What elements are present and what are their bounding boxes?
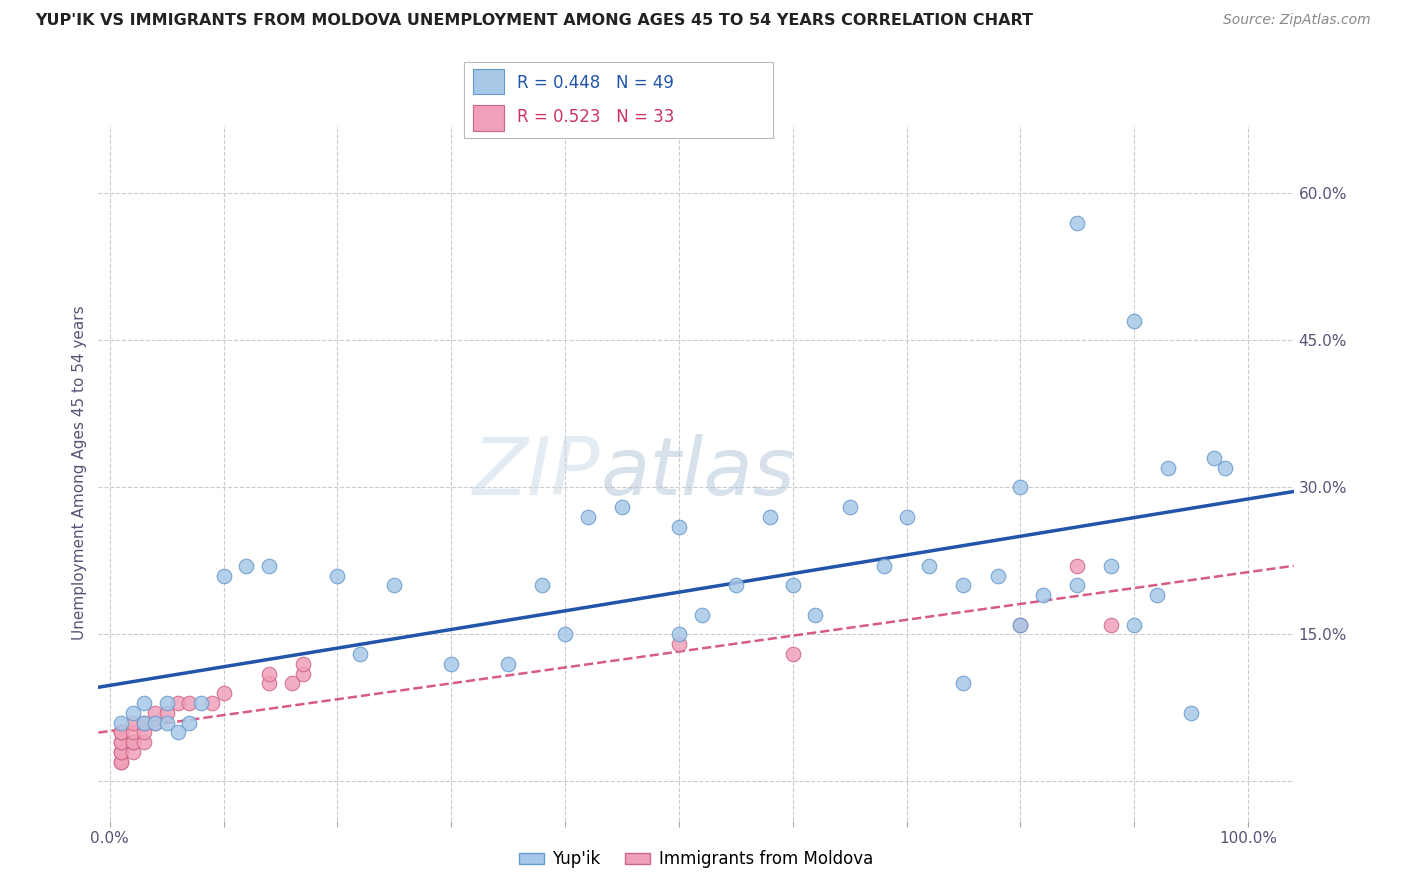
Y-axis label: Unemployment Among Ages 45 to 54 years: Unemployment Among Ages 45 to 54 years bbox=[72, 305, 87, 640]
Point bbox=[326, 568, 349, 582]
Point bbox=[1066, 558, 1088, 573]
Point bbox=[167, 696, 190, 710]
Point bbox=[724, 578, 747, 592]
Point bbox=[110, 735, 132, 749]
Point bbox=[1157, 461, 1180, 475]
Point bbox=[1180, 706, 1202, 720]
Point bbox=[952, 578, 974, 592]
Point bbox=[1010, 617, 1032, 632]
Point bbox=[382, 578, 405, 592]
Point bbox=[1066, 216, 1088, 230]
Text: R = 0.448   N = 49: R = 0.448 N = 49 bbox=[516, 74, 673, 92]
Point bbox=[1123, 617, 1146, 632]
Point bbox=[110, 745, 132, 759]
Point bbox=[110, 755, 132, 769]
Point bbox=[110, 725, 132, 739]
Point bbox=[1010, 480, 1032, 494]
Point bbox=[257, 676, 280, 690]
Point bbox=[804, 607, 827, 622]
Point bbox=[257, 666, 280, 681]
Point bbox=[110, 755, 132, 769]
Point bbox=[110, 745, 132, 759]
Point bbox=[668, 637, 690, 651]
Text: atlas: atlas bbox=[600, 434, 796, 512]
Point bbox=[1123, 314, 1146, 328]
Point bbox=[610, 500, 633, 514]
Point bbox=[132, 715, 155, 730]
Point bbox=[110, 725, 132, 739]
Point bbox=[132, 715, 155, 730]
Point bbox=[143, 715, 166, 730]
Point bbox=[212, 686, 235, 700]
Point bbox=[167, 725, 190, 739]
Point bbox=[531, 578, 554, 592]
Point bbox=[554, 627, 576, 641]
Point bbox=[235, 558, 257, 573]
Point bbox=[759, 509, 782, 524]
Point bbox=[1099, 558, 1122, 573]
Point bbox=[110, 735, 132, 749]
Point bbox=[576, 509, 599, 524]
Point bbox=[292, 657, 315, 671]
Point bbox=[121, 735, 143, 749]
Point bbox=[782, 578, 804, 592]
Point bbox=[257, 558, 280, 573]
Point bbox=[1066, 578, 1088, 592]
Point bbox=[1146, 588, 1168, 602]
Point bbox=[1202, 451, 1225, 466]
Point bbox=[873, 558, 896, 573]
Point bbox=[1099, 617, 1122, 632]
Point bbox=[918, 558, 941, 573]
Text: YUP'IK VS IMMIGRANTS FROM MOLDOVA UNEMPLOYMENT AMONG AGES 45 TO 54 YEARS CORRELA: YUP'IK VS IMMIGRANTS FROM MOLDOVA UNEMPL… bbox=[35, 13, 1033, 29]
Point bbox=[838, 500, 860, 514]
Text: ZIP: ZIP bbox=[472, 434, 600, 512]
Point bbox=[132, 735, 155, 749]
Point bbox=[281, 676, 304, 690]
Point bbox=[132, 696, 155, 710]
Point bbox=[156, 715, 179, 730]
Point bbox=[292, 666, 315, 681]
Point bbox=[121, 745, 143, 759]
Point bbox=[690, 607, 713, 622]
Point bbox=[987, 568, 1010, 582]
Point bbox=[349, 647, 371, 661]
Bar bbox=[474, 69, 505, 95]
Point bbox=[212, 568, 235, 582]
Point bbox=[179, 715, 201, 730]
Point bbox=[143, 715, 166, 730]
Point bbox=[668, 519, 690, 533]
Point bbox=[201, 696, 224, 710]
Text: R = 0.523   N = 33: R = 0.523 N = 33 bbox=[516, 108, 673, 126]
Point bbox=[132, 725, 155, 739]
Point bbox=[110, 715, 132, 730]
Point bbox=[782, 647, 804, 661]
Point bbox=[668, 627, 690, 641]
Bar bbox=[474, 105, 505, 130]
Point bbox=[1213, 461, 1236, 475]
Point bbox=[952, 676, 974, 690]
Point bbox=[896, 509, 918, 524]
Point bbox=[143, 706, 166, 720]
Point bbox=[156, 696, 179, 710]
Point bbox=[179, 696, 201, 710]
Point bbox=[496, 657, 519, 671]
Point bbox=[121, 725, 143, 739]
Point bbox=[190, 696, 212, 710]
Point bbox=[121, 715, 143, 730]
Point bbox=[1010, 617, 1032, 632]
Point bbox=[121, 706, 143, 720]
Point bbox=[156, 706, 179, 720]
Point bbox=[121, 735, 143, 749]
Text: Source: ZipAtlas.com: Source: ZipAtlas.com bbox=[1223, 13, 1371, 28]
Point bbox=[1032, 588, 1054, 602]
Legend: Yup'ik, Immigrants from Moldova: Yup'ik, Immigrants from Moldova bbox=[512, 844, 880, 875]
Point bbox=[440, 657, 463, 671]
